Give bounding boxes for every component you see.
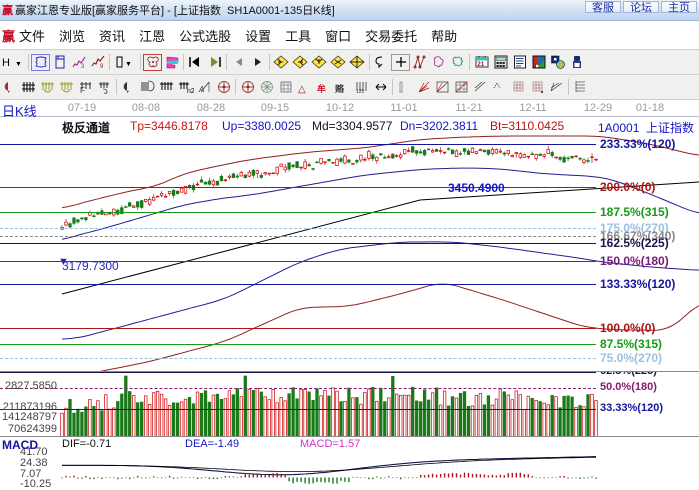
svg-text:21: 21 [477,61,485,68]
svg-text:3: 3 [81,64,85,69]
svg-text:F: F [80,86,85,94]
svg-text:牟: 牟 [317,83,326,94]
svg-text:赂: 赂 [335,83,345,94]
svg-text:n2: n2 [187,88,194,94]
svg-text:9: 9 [100,64,104,69]
svg-text:H: H [2,57,10,69]
svg-text:A: A [198,85,204,94]
svg-text:△: △ [298,84,306,94]
svg-text:▼: ▼ [15,61,22,68]
svg-text:▼: ▼ [125,61,132,68]
svg-text:125: 125 [356,89,365,94]
